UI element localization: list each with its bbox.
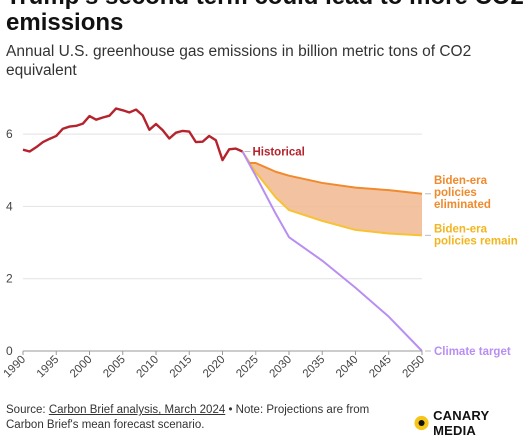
series-labels: Historical Biden-era policies eliminated Bid… — [244, 146, 518, 358]
x-tick-label-2040: 2040 — [334, 354, 361, 381]
y-tick-label-6: 6 — [6, 127, 13, 141]
canary-media-logo[interactable]: CANARY MEDIA — [414, 408, 530, 438]
historical-label: Historical — [252, 146, 304, 158]
x-tick-label-2045: 2045 — [367, 354, 394, 381]
policies-eliminated-label: Biden-era policies eliminated — [434, 175, 491, 211]
source-link[interactable]: Carbon Brief analysis, March 2024 — [48, 404, 226, 416]
projection-band-area — [249, 161, 422, 236]
policies-remain-label: Biden-era policies remain — [434, 223, 518, 247]
series-lines — [22, 107, 423, 352]
y-tick-label-2: 2 — [6, 272, 13, 286]
policies-eliminated-line — [249, 162, 423, 195]
x-tick-label-2025: 2025 — [234, 354, 261, 381]
x-tick-label-2020: 2020 — [201, 354, 228, 381]
historical-line — [22, 107, 243, 162]
x-tick-label-2035: 2035 — [301, 354, 328, 381]
x-axis: 1990 1995 2000 2005 2010 2015 2020 2025 2030 2035… — [2, 350, 428, 381]
x-tick-label-2010: 2010 — [135, 354, 162, 381]
x-tick-label-2000: 2000 — [68, 354, 95, 381]
y-tick-label-4: 4 — [6, 199, 13, 213]
climate-target-label: Climate target — [434, 346, 511, 358]
source-note-text: • Note: Projections are from Carbon Brie… — [6, 404, 370, 431]
chart-title: Trump's second term could lead to more C… — [6, 0, 524, 36]
canary-logo-icon — [414, 415, 429, 431]
x-tick-label-2050: 2050 — [401, 354, 428, 381]
brand-name: CANARY MEDIA — [433, 408, 490, 438]
x-tick-label-2030: 2030 — [268, 354, 295, 381]
y-tick-label-0: 0 — [6, 344, 13, 358]
source-prefix: Source: — [6, 404, 49, 416]
policies-remain-line — [241, 150, 423, 237]
x-tick-label-1995: 1995 — [35, 354, 62, 381]
x-tick-label-2005: 2005 — [101, 354, 128, 381]
source-note: Source: Carbon Brief analysis, March 202… — [6, 403, 406, 433]
x-tick-label-2015: 2015 — [168, 354, 195, 381]
y-axis-ticks: 0 2 4 6 — [6, 127, 13, 358]
projection-range-band — [249, 161, 422, 236]
chart-subtitle: Annual U.S. greenhouse gas emissions in … — [6, 43, 472, 79]
climate-target-line — [241, 151, 423, 352]
